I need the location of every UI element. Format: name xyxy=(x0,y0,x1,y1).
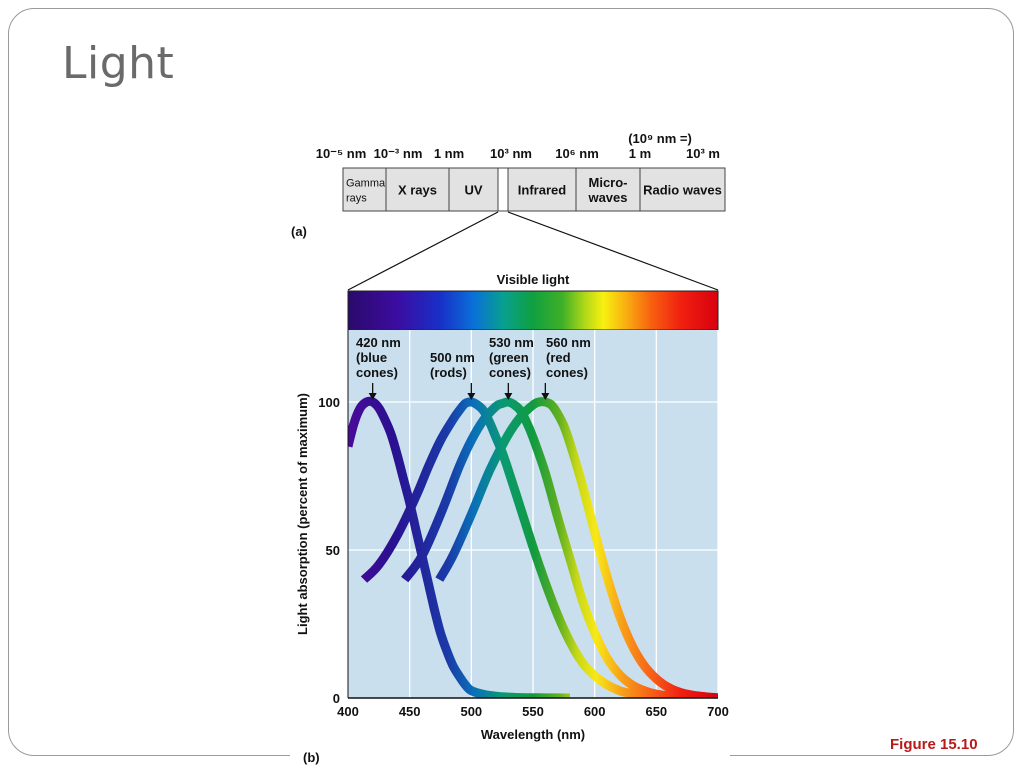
frame-gap xyxy=(290,750,730,768)
spectrum-band-label: Gamma xyxy=(346,177,386,189)
y-tick-label: 50 xyxy=(326,543,340,558)
em-spectrum-diagram: (10⁹ nm =) 10⁻⁵ nm 10⁻³ nm 1 nm 10³ nm 10⁶ n… xyxy=(291,131,726,291)
spectrum-band-label: Infrared xyxy=(518,183,566,198)
peak-arrowhead xyxy=(368,393,377,400)
x-tick-label: 550 xyxy=(522,704,544,719)
peak-arrowhead xyxy=(541,393,550,400)
peak-annotation: (blue xyxy=(356,350,387,365)
spectrum-band-label: rays xyxy=(346,192,367,204)
scale-tick-label: 10⁶ nm xyxy=(555,146,599,161)
scale-tick-label: 10³ m xyxy=(686,146,720,161)
visible-spectrum-bar xyxy=(347,290,719,331)
x-axis-label: Wavelength (nm) xyxy=(481,727,585,742)
scale-top-note: (10⁹ nm =) xyxy=(628,131,692,146)
peak-annotation: 530 nm xyxy=(489,335,534,350)
y-tick-label: 100 xyxy=(318,395,340,410)
peak-annotation: cones) xyxy=(356,365,398,380)
zoom-line-left xyxy=(347,211,499,291)
spectrum-band xyxy=(639,167,726,212)
scale-tick-label: 10³ nm xyxy=(490,146,532,161)
visible-light-label: Visible light xyxy=(497,272,570,287)
y-axis-label: Light absorption (percent of maximum) xyxy=(295,393,310,635)
green-cones-curve xyxy=(401,397,706,698)
peak-annotation: (green xyxy=(489,350,529,365)
spectrum-band xyxy=(342,167,387,212)
peak-annotation: 500 nm xyxy=(430,350,475,365)
spectrum-band xyxy=(385,167,450,212)
x-tick-label: 450 xyxy=(399,704,421,719)
spectrum-band-label: X rays xyxy=(398,183,437,198)
peak-annotation: (red xyxy=(546,350,571,365)
spectrum-band-label: waves xyxy=(587,190,627,205)
x-tick-label: 700 xyxy=(707,704,729,719)
scale-tick-label: 10⁻⁵ nm xyxy=(316,146,367,161)
y-tick-label: 0 xyxy=(333,691,340,706)
peak-annotation: 560 nm xyxy=(546,335,591,350)
scale-tick-label: 1 nm xyxy=(434,146,464,161)
spectrum-band xyxy=(575,167,641,212)
slide-title: Light xyxy=(62,38,175,89)
scale-tick-label: 10⁻³ nm xyxy=(374,146,423,161)
peak-annotation: (rods) xyxy=(430,365,467,380)
zoom-line-right xyxy=(507,211,719,291)
rods-curve xyxy=(360,397,694,698)
peak-annotation: 420 nm xyxy=(356,335,401,350)
x-tick-label: 650 xyxy=(645,704,667,719)
peak-annotation: cones) xyxy=(546,365,588,380)
scale-tick-label: 1 m xyxy=(629,146,651,161)
peak-arrowhead xyxy=(504,393,513,400)
x-tick-label: 400 xyxy=(337,704,359,719)
spectrum-band xyxy=(497,167,509,212)
x-tick-label: 500 xyxy=(460,704,482,719)
peak-annotation: cones) xyxy=(489,365,531,380)
figure-label: Figure 15.10 xyxy=(890,736,978,753)
peak-arrowhead xyxy=(467,393,476,400)
spectrum-band-label: Radio waves xyxy=(643,183,722,198)
x-tick-label: 600 xyxy=(584,704,606,719)
panel-label-b: (b) xyxy=(303,750,320,765)
spectrum-band-label: Micro- xyxy=(589,175,628,190)
red-cones-curve xyxy=(435,397,718,698)
spectrum-band-label: UV xyxy=(464,183,482,198)
panel-label-a: (a) xyxy=(291,224,307,239)
